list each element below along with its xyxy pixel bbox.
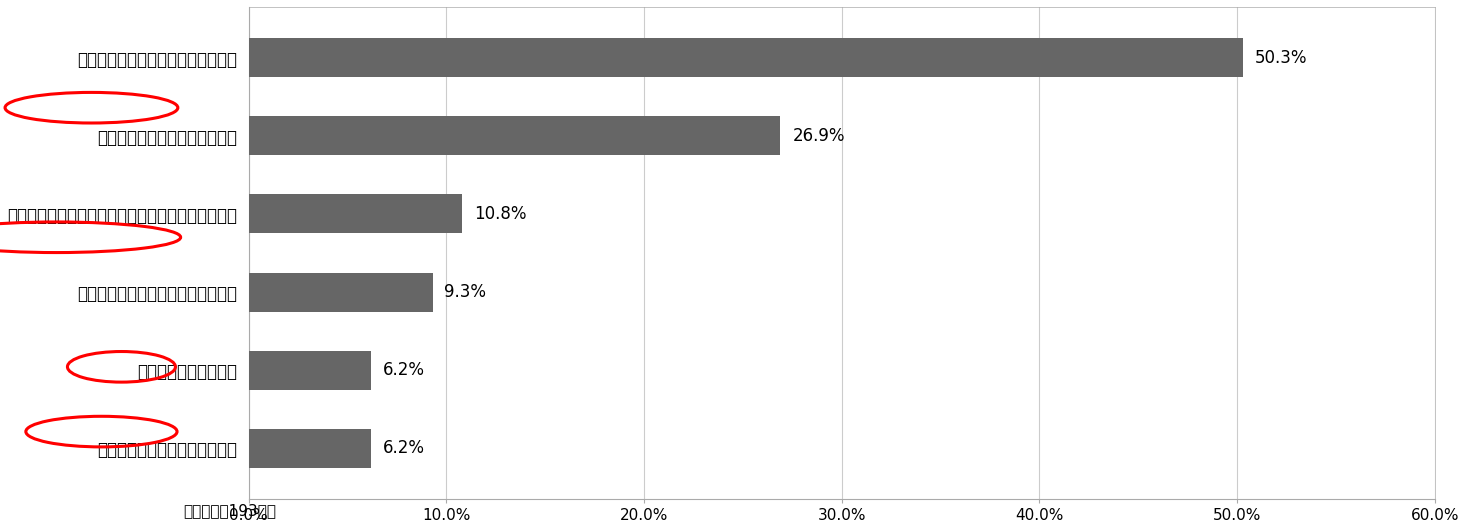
Text: 26.9%: 26.9% bbox=[792, 127, 844, 145]
Text: （回答数：193社）: （回答数：193社） bbox=[183, 504, 276, 518]
Text: 50.3%: 50.3% bbox=[1255, 49, 1308, 67]
Text: 6.2%: 6.2% bbox=[383, 361, 425, 379]
Bar bbox=[249, 116, 780, 155]
Bar bbox=[249, 429, 371, 468]
Bar bbox=[249, 38, 1243, 77]
Bar bbox=[249, 272, 432, 312]
Text: 9.3%: 9.3% bbox=[444, 283, 487, 301]
Bar bbox=[249, 351, 371, 390]
Bar bbox=[249, 195, 462, 233]
Text: 10.8%: 10.8% bbox=[474, 205, 526, 223]
Text: 6.2%: 6.2% bbox=[383, 439, 425, 457]
